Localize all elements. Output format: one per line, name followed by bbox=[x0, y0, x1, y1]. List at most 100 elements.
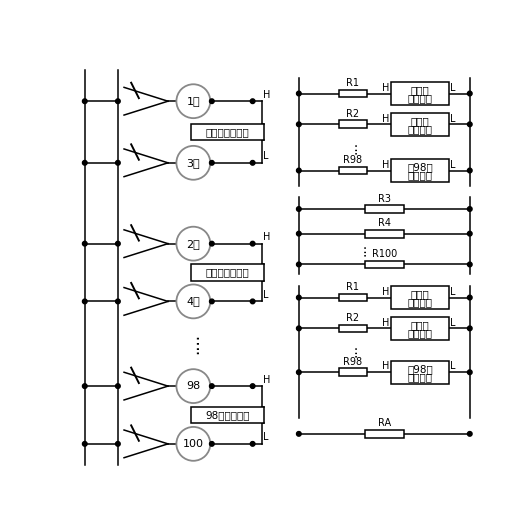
Text: R2: R2 bbox=[346, 109, 359, 119]
Circle shape bbox=[115, 299, 120, 304]
Circle shape bbox=[296, 370, 301, 375]
Circle shape bbox=[296, 207, 301, 211]
Circle shape bbox=[210, 241, 214, 246]
Circle shape bbox=[296, 231, 301, 236]
Circle shape bbox=[210, 384, 214, 388]
Bar bbox=[339, 294, 367, 302]
Text: 测量通道: 测量通道 bbox=[408, 124, 433, 134]
Bar bbox=[391, 113, 449, 136]
Circle shape bbox=[251, 241, 255, 246]
Text: H: H bbox=[383, 83, 389, 93]
Circle shape bbox=[82, 160, 87, 165]
Text: R98: R98 bbox=[343, 357, 362, 367]
Circle shape bbox=[468, 262, 472, 267]
Circle shape bbox=[468, 122, 472, 126]
Text: R2: R2 bbox=[346, 313, 359, 323]
Bar bbox=[391, 361, 449, 384]
Circle shape bbox=[468, 432, 472, 436]
Circle shape bbox=[82, 99, 87, 104]
Text: L: L bbox=[450, 160, 455, 170]
Bar bbox=[191, 406, 264, 423]
Circle shape bbox=[468, 168, 472, 173]
Circle shape bbox=[296, 91, 301, 96]
Text: RA: RA bbox=[378, 418, 391, 428]
Text: 测量通道: 测量通道 bbox=[408, 372, 433, 382]
Text: ....: .... bbox=[185, 333, 202, 354]
Text: ...: ... bbox=[346, 141, 360, 154]
Text: 98: 98 bbox=[186, 381, 201, 391]
Bar bbox=[339, 368, 367, 376]
Text: 第１环: 第１环 bbox=[411, 289, 429, 299]
Bar bbox=[391, 286, 449, 309]
Text: R4: R4 bbox=[378, 218, 391, 228]
Text: L: L bbox=[450, 114, 455, 124]
Text: 2环: 2环 bbox=[186, 239, 200, 249]
Text: L: L bbox=[263, 290, 268, 300]
Text: 第２环: 第２环 bbox=[411, 116, 429, 126]
Text: L: L bbox=[450, 83, 455, 93]
Text: L: L bbox=[450, 287, 455, 297]
Text: R98: R98 bbox=[343, 155, 362, 165]
Text: 4环: 4环 bbox=[186, 296, 200, 306]
Circle shape bbox=[82, 384, 87, 388]
Circle shape bbox=[251, 442, 255, 446]
Text: 98环测量通道: 98环测量通道 bbox=[205, 410, 250, 420]
Text: L: L bbox=[450, 361, 455, 371]
Text: L: L bbox=[263, 432, 268, 442]
Text: 第１环测量通道: 第１环测量通道 bbox=[206, 127, 250, 137]
Circle shape bbox=[210, 99, 214, 104]
Circle shape bbox=[251, 384, 255, 388]
Text: L: L bbox=[263, 151, 268, 161]
Circle shape bbox=[468, 326, 472, 331]
Bar bbox=[365, 205, 404, 213]
Circle shape bbox=[210, 299, 214, 304]
Text: H: H bbox=[263, 90, 270, 99]
Text: ...: ... bbox=[346, 344, 360, 357]
Text: H: H bbox=[383, 160, 389, 170]
Bar bbox=[391, 159, 449, 182]
Text: 测量通道: 测量通道 bbox=[408, 328, 433, 338]
Circle shape bbox=[210, 442, 214, 446]
Text: 测量通道: 测量通道 bbox=[408, 93, 433, 103]
Text: R1: R1 bbox=[346, 282, 359, 292]
Text: 3环: 3环 bbox=[187, 158, 200, 168]
Bar bbox=[339, 121, 367, 128]
Text: H: H bbox=[383, 114, 389, 124]
Text: 第98环: 第98环 bbox=[407, 162, 433, 172]
Text: R1: R1 bbox=[346, 78, 359, 88]
Circle shape bbox=[251, 99, 255, 104]
Bar bbox=[191, 124, 264, 141]
Text: H: H bbox=[383, 287, 389, 297]
Circle shape bbox=[210, 160, 214, 165]
Text: 第２环: 第２环 bbox=[411, 320, 429, 330]
Circle shape bbox=[115, 160, 120, 165]
Circle shape bbox=[115, 384, 120, 388]
Text: H: H bbox=[263, 232, 270, 242]
Bar bbox=[339, 89, 367, 97]
Text: R100: R100 bbox=[372, 249, 397, 259]
Bar bbox=[339, 324, 367, 332]
Bar bbox=[339, 167, 367, 175]
Circle shape bbox=[296, 168, 301, 173]
Text: L: L bbox=[450, 317, 455, 327]
Text: ...: ... bbox=[354, 242, 368, 256]
Text: 测量通道: 测量通道 bbox=[408, 297, 433, 307]
Circle shape bbox=[468, 370, 472, 375]
Circle shape bbox=[115, 99, 120, 104]
Circle shape bbox=[468, 231, 472, 236]
Text: H: H bbox=[383, 317, 389, 327]
Circle shape bbox=[251, 299, 255, 304]
Circle shape bbox=[296, 432, 301, 436]
Bar bbox=[365, 230, 404, 238]
Text: H: H bbox=[383, 361, 389, 371]
Circle shape bbox=[296, 326, 301, 331]
Bar bbox=[365, 430, 404, 437]
Text: 第98环: 第98环 bbox=[407, 364, 433, 374]
Circle shape bbox=[251, 160, 255, 165]
Circle shape bbox=[468, 295, 472, 300]
Circle shape bbox=[296, 262, 301, 267]
Circle shape bbox=[296, 295, 301, 300]
Circle shape bbox=[115, 442, 120, 446]
Circle shape bbox=[82, 299, 87, 304]
Text: 测量通道: 测量通道 bbox=[408, 170, 433, 180]
